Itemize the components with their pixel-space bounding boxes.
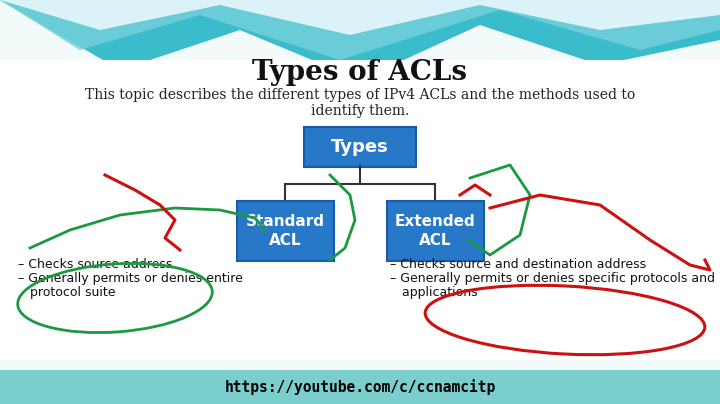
Text: Standard
ACL: Standard ACL bbox=[246, 214, 325, 248]
Text: – Generally permits or denies entire: – Generally permits or denies entire bbox=[18, 272, 243, 285]
Text: Extended
ACL: Extended ACL bbox=[395, 214, 475, 248]
Text: identify them.: identify them. bbox=[311, 104, 409, 118]
Text: Types: Types bbox=[331, 138, 389, 156]
Polygon shape bbox=[0, 0, 720, 35]
Text: protocol suite: protocol suite bbox=[18, 286, 115, 299]
FancyBboxPatch shape bbox=[0, 60, 720, 360]
FancyBboxPatch shape bbox=[236, 201, 333, 261]
Text: applications: applications bbox=[390, 286, 477, 299]
FancyBboxPatch shape bbox=[387, 201, 484, 261]
FancyBboxPatch shape bbox=[304, 127, 416, 167]
Text: – Generally permits or denies specific protocols and: – Generally permits or denies specific p… bbox=[390, 272, 715, 285]
Polygon shape bbox=[0, 0, 720, 80]
Polygon shape bbox=[0, 0, 720, 60]
Text: – Checks source and destination address: – Checks source and destination address bbox=[390, 258, 646, 271]
Text: – Checks source address: – Checks source address bbox=[18, 258, 172, 271]
Text: Types of ACLs: Types of ACLs bbox=[253, 59, 467, 86]
Text: https://youtube.com/c/ccnamcitp: https://youtube.com/c/ccnamcitp bbox=[225, 379, 495, 395]
Text: This topic describes the different types of IPv4 ACLs and the methods used to: This topic describes the different types… bbox=[85, 88, 635, 102]
FancyBboxPatch shape bbox=[0, 370, 720, 404]
